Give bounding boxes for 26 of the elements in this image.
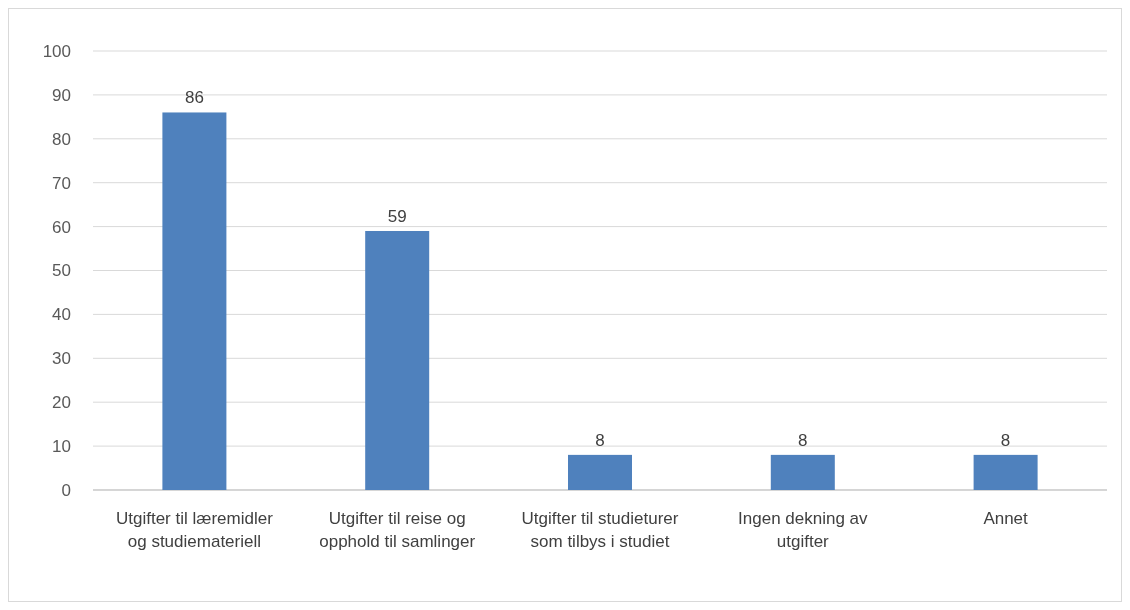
x-tick-label: Utgifter til læremidler og studiemateriell	[115, 509, 274, 551]
y-tick-label: 100	[42, 41, 71, 61]
x-tick-label: Utgifter til studieturer som tilbys i studiet	[521, 509, 679, 551]
y-tick-label: 0	[61, 480, 71, 500]
data-label: 86	[184, 88, 204, 108]
data-label: 8	[595, 430, 605, 450]
y-tick-label: 60	[52, 217, 71, 237]
y-tick-label: 30	[52, 349, 71, 369]
data-label: 59	[387, 206, 407, 226]
bar	[973, 454, 1038, 490]
y-tick-label: 40	[52, 305, 71, 325]
bar	[568, 454, 632, 490]
data-label: 8	[798, 430, 808, 450]
y-tick-label: 70	[52, 173, 71, 193]
bar	[162, 112, 227, 490]
x-tick-label: Ingen dekning av utgifter	[738, 509, 869, 551]
y-tick-label: 50	[52, 261, 71, 281]
x-tick-label: Utgifter til reise og opphold til samlinger	[319, 509, 476, 551]
y-tick-label: 80	[52, 129, 71, 149]
y-tick-label: 90	[52, 85, 71, 105]
data-label: 8	[1000, 430, 1011, 450]
y-tick-label: 20	[52, 393, 71, 413]
bar	[365, 230, 430, 490]
x-tick-label: Annet	[983, 509, 1029, 528]
y-tick-label: 10	[52, 437, 71, 457]
bar	[770, 454, 835, 490]
